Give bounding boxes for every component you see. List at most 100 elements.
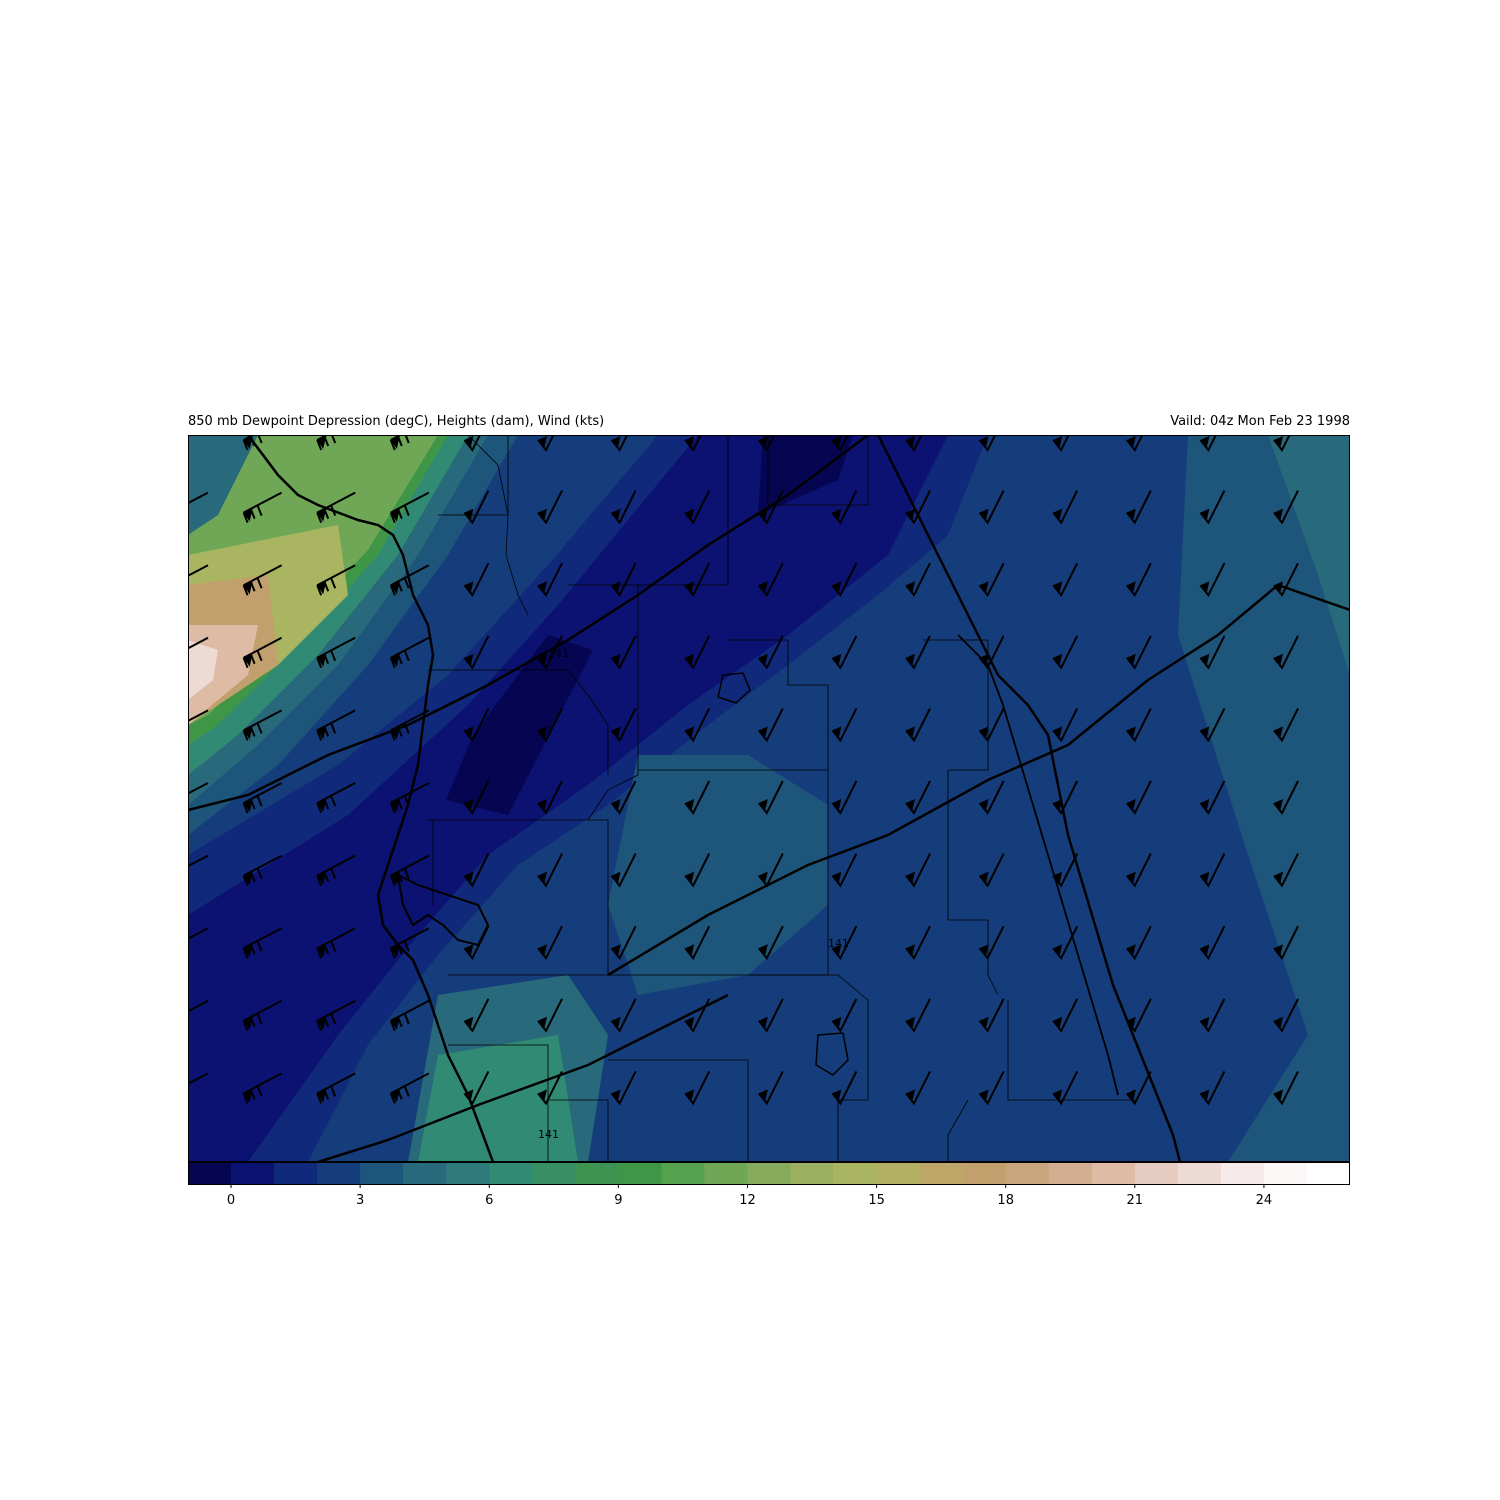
wind-barb [1052,925,1079,961]
wind-barb-pennant [317,436,327,449]
colorbar-tick-label: 6 [485,1193,493,1208]
wind-barb-pennant [611,944,621,958]
wind-barb-pennant [390,1016,400,1030]
wind-barb [978,435,997,452]
wind-barb [316,782,356,814]
wind-barb-pennant [906,871,915,885]
wind-barb-pennant [1200,1089,1210,1103]
wind-barb-pennant [906,1089,915,1103]
wind-barb [758,925,784,961]
wind-barb-stroke [389,999,430,1032]
wind-barb-pennant [464,581,474,595]
wind-barb [1273,1070,1299,1106]
wind-barb-stroke [389,435,410,451]
wind-barb [758,1070,784,1106]
wind-barb-pennant [611,726,621,740]
wind-barb-pennant [832,581,842,595]
wind-barb [610,780,637,815]
wind-barb [1273,925,1299,961]
wind-barb-stroke [316,709,356,741]
wind-barb-pennant [758,508,768,522]
wind-barb [978,780,1005,815]
wind-barb [1199,1070,1226,1106]
wind-barb [1052,998,1079,1033]
colorbar: 0 3 6 9 12 15 18 21 24 [188,1162,1350,1208]
wind-barb [831,707,858,743]
wind-barb-stroke [316,927,356,959]
wind-barb-pennant [1126,508,1136,522]
wind-barb [537,435,555,452]
wind-barb-pennant [243,653,253,667]
lake [717,672,751,704]
colorbar-cell [317,1162,361,1184]
wind-barb [1199,925,1226,961]
wind-barb [684,925,711,961]
wind-barb-pennant [758,944,768,958]
wind-barb-pennant [1053,799,1063,812]
wind-barb-pennant [758,799,768,812]
wind-barb [831,998,858,1033]
map-title: 850 mb Dewpoint Depression (degC), Heigh… [188,414,605,429]
wind-barb-pennant [1053,581,1063,595]
wind-barb-pennant [390,653,400,667]
wind-barb-pennant [243,581,253,595]
wind-barb-pennant [1200,871,1210,885]
wind-barb-stroke [389,927,430,959]
wind-barb-pennant [979,799,989,812]
wind-barb [537,490,563,525]
wind-barb [389,854,430,886]
wind-barb-pennant [390,871,400,885]
wind-barb-pennant [390,436,400,449]
colorbar-cell [618,1162,663,1184]
wind-barb-pennant [538,799,547,812]
wind-barb [1273,490,1299,525]
colorbar-cell [446,1162,490,1184]
wind-barb-pennant [906,508,915,522]
colorbar-cell [1048,1162,1093,1184]
wind-barb [316,435,337,451]
wind-barb [242,782,283,814]
wind-barb-pennant [538,581,547,595]
wind-barb-pennant [243,799,253,812]
wind-barb [905,707,931,743]
wind-barb-stroke [316,854,356,886]
wind-barb [463,780,490,815]
colorbar-cell [876,1162,921,1184]
lake-south [815,1032,849,1076]
wind-barb [610,435,629,452]
wind-barb-pennant [243,1016,253,1030]
wind-barb-pennant [685,508,695,522]
wind-barb [316,927,356,959]
wind-barb-stroke [242,927,283,959]
wind-barb [389,636,430,669]
wind-barb-pennant [1274,581,1283,595]
wind-barb [242,854,283,886]
wind-barb [1126,998,1152,1033]
colorbar-cell [532,1162,576,1184]
colorbar-cell [919,1162,964,1184]
wind-barb [1273,780,1299,815]
colorbar-cell [747,1162,792,1184]
wind-barb-pennant [832,1089,842,1103]
wind-barb-pennant [1126,726,1136,740]
wind-barbs [188,435,1299,1106]
wind-barb [610,1070,637,1106]
wind-barb-pennant [979,1089,989,1103]
wind-barb-stroke [316,491,356,523]
colorbar-frame [188,1162,1350,1185]
height-label: 141 [828,937,849,950]
colorbar-tick-label: 21 [1127,1193,1144,1208]
wind-barb [537,925,563,961]
wind-barb [831,925,858,961]
wind-barb [316,854,356,886]
wind-barb-pennant [390,726,400,740]
wind-barb [758,780,784,815]
wind-barb [978,925,1005,961]
colorbar-tick-label: 18 [997,1193,1014,1208]
wind-barb [463,490,490,525]
wind-barb [389,709,430,741]
colorbar-tick-label: 9 [614,1193,622,1208]
wind-barb [316,636,356,669]
wind-barb-pennant [906,581,915,595]
wind-barb-pennant [611,799,621,812]
